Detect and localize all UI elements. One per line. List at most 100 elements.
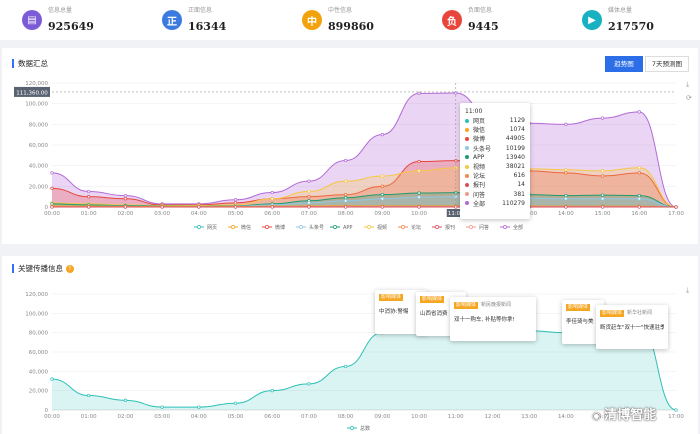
data-point	[564, 168, 568, 172]
data-point	[307, 201, 311, 205]
x-tick-label: 16:00	[631, 414, 647, 420]
y-tick-label: 100,000	[25, 311, 48, 317]
data-point	[417, 191, 421, 195]
data-point	[637, 193, 641, 198]
download-icon[interactable]: ⤓	[686, 286, 690, 294]
x-tick-label: 07:00	[301, 211, 317, 217]
media-tag: 影响媒体	[566, 304, 591, 311]
x-tick-label: 14:00	[558, 414, 574, 420]
x-tick-label: 10:00	[411, 414, 427, 420]
legend-marker	[231, 225, 235, 229]
watermark-text: 清博智能	[604, 408, 657, 423]
legend-marker	[333, 225, 337, 229]
legend-item[interactable]: 头条号	[296, 224, 324, 231]
x-tick-label: 05:00	[228, 211, 244, 217]
stat-value: 9445	[468, 19, 499, 33]
legend-item[interactable]: 论坛	[398, 224, 421, 231]
x-tick-label: 08:00	[338, 414, 354, 420]
x-tick-label: 02:00	[117, 211, 133, 217]
data-point	[307, 179, 311, 183]
stat-item: 中中性信息 899860	[280, 6, 420, 33]
y-tick-label: 40,000	[29, 369, 49, 375]
legend-item[interactable]: 微信	[228, 224, 251, 231]
stat-label: 中性信息	[328, 6, 353, 14]
x-tick-label: 04:00	[191, 211, 207, 217]
legend-label: APP	[343, 225, 352, 231]
forecast-chart-button[interactable]: 7天预测图	[645, 56, 689, 72]
x-tick-label: 03:00	[154, 211, 170, 217]
series-name: 微博	[473, 136, 486, 144]
legend-item[interactable]: APP	[330, 225, 352, 231]
legend-item[interactable]: 视频	[364, 224, 387, 231]
refresh-icon[interactable]: ⟳	[686, 94, 692, 102]
article-title[interactable]: 山西省消费	[420, 311, 448, 317]
data-point	[600, 205, 605, 209]
x-tick-label: 10:00	[411, 211, 427, 217]
legend-item[interactable]: 微博	[262, 224, 285, 231]
media-tag: 影响媒体	[420, 296, 445, 303]
x-tick-label: 08:00	[338, 211, 354, 217]
data-point	[197, 405, 201, 409]
data-point	[233, 198, 238, 202]
legend-label: 视频	[377, 224, 387, 231]
series-name: 论坛	[473, 173, 486, 181]
x-tick-label: 15:00	[595, 414, 611, 420]
data-point	[343, 196, 348, 200]
series-line	[51, 160, 677, 208]
stat-icon: 正	[162, 10, 182, 30]
data-point	[343, 199, 348, 203]
data-point	[674, 408, 678, 412]
y-tick-label: 80,000	[29, 331, 49, 337]
article-title[interactable]: 李佳琦与美	[566, 319, 594, 325]
data-point	[343, 179, 348, 183]
key-info-popup[interactable]: 影响媒体 新民晚报新闻 双十一购车, 补贴等你拿!	[450, 297, 536, 341]
x-tick-label: 02:00	[117, 414, 133, 420]
tooltip-row: 微博 44905	[465, 134, 525, 143]
y-tick-label: 20,000	[29, 389, 49, 395]
crosshair-value-box	[14, 86, 50, 97]
trend-chart-button[interactable]: 趋势图	[605, 56, 643, 72]
article-title[interactable]: 断货赶车"双十一"快速驻季	[600, 325, 664, 331]
key-info-popup[interactable]: 影响媒体 新华社新闻 断货赶车"双十一"快速驻季	[596, 305, 668, 349]
legend-item[interactable]: 报刊	[432, 224, 455, 231]
series-dot	[465, 146, 469, 151]
series-dot	[465, 173, 469, 178]
tooltip-row: APP 13940	[465, 153, 525, 162]
legend-item[interactable]: 网页	[194, 225, 217, 231]
stat-value: 925649	[48, 19, 94, 33]
x-tick-label: 07:00	[301, 414, 317, 420]
data-point	[637, 197, 641, 201]
x-tick-label: 12:00	[485, 414, 501, 420]
data-point	[50, 377, 54, 381]
series-dot	[465, 127, 469, 132]
data-point	[454, 205, 458, 209]
download-icon[interactable]: ⤓	[686, 80, 690, 88]
tooltip-row: 微信 1074	[465, 125, 525, 134]
series-value: 616	[513, 172, 525, 180]
legend-item[interactable]: 全部	[500, 224, 523, 231]
data-point	[637, 110, 641, 114]
x-tick-label: 14:00	[558, 211, 574, 217]
data-point	[343, 158, 348, 163]
series-name: 微信	[473, 127, 486, 135]
y-tick-label: 120,000	[25, 292, 48, 298]
stat-label: 媒体总量	[608, 6, 633, 14]
series-name: 全部	[473, 200, 486, 208]
media-tag: 影响媒体	[600, 310, 625, 317]
x-tick-label: 16:00	[631, 211, 647, 217]
article-title[interactable]: 双十一购车, 补贴等你拿!	[454, 317, 515, 323]
legend-marker	[299, 225, 303, 229]
stat-item: ▤ 信息总量 925649	[0, 7, 140, 33]
y-tick-label: 0	[45, 205, 49, 211]
article-title[interactable]: 中消协:警惕	[379, 309, 409, 315]
series-value: 14	[517, 181, 525, 189]
series-name: 报刊	[473, 182, 486, 190]
data-point	[123, 205, 128, 209]
legend-item[interactable]: 问答	[466, 224, 489, 231]
y-tick-label: 0	[45, 408, 49, 414]
legend-label: 论坛	[411, 224, 421, 231]
legend-item[interactable]: 总数	[347, 425, 370, 432]
legend-marker	[469, 225, 473, 229]
panel-title-text: 关键传播信息	[18, 264, 63, 273]
